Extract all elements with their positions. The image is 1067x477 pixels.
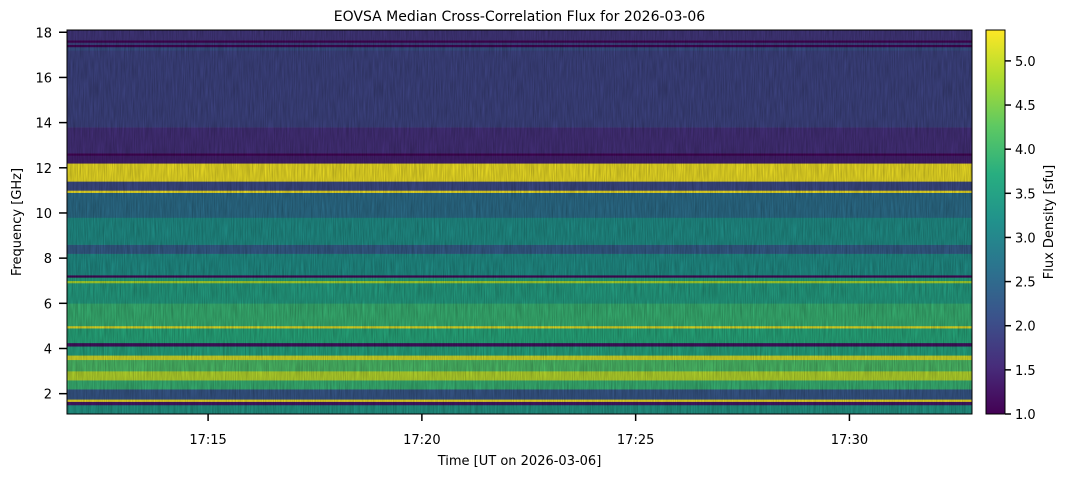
colorbar-tick-label: 3.0 xyxy=(1015,231,1036,246)
y-tick-label: 6 xyxy=(44,297,52,312)
y-tick-label: 18 xyxy=(35,26,52,41)
x-axis-label: Time [UT on 2026-03-06] xyxy=(437,454,602,469)
colorbar-tick-label: 2.0 xyxy=(1015,320,1036,335)
x-tick-label: 17:20 xyxy=(403,433,440,448)
x-tick-label: 17:30 xyxy=(831,433,868,448)
y-axis: 2 4 6 8 10 12 14 16 18 xyxy=(35,26,67,403)
plot-frame xyxy=(66,29,973,415)
colorbar-axis: 1.0 1.5 2.0 2.5 3.0 3.5 4.0 4.5 5.0 xyxy=(1005,55,1036,423)
colorbar-tick-label: 1.5 xyxy=(1015,364,1036,379)
y-tick-label: 8 xyxy=(44,252,52,267)
colorbar-label: Flux Density [sfu] xyxy=(1042,165,1057,279)
y-tick-label: 16 xyxy=(35,71,52,86)
x-tick-label: 17:25 xyxy=(617,433,654,448)
y-axis-label: Frequency [GHz] xyxy=(10,168,25,276)
chart-title: EOVSA Median Cross-Correlation Flux for … xyxy=(334,9,706,25)
colorbar-tick-label: 3.5 xyxy=(1015,187,1036,202)
plot-area xyxy=(67,30,972,414)
x-axis: 17:15 17:20 17:25 17:30 xyxy=(189,414,868,448)
colorbar-tick-label: 5.0 xyxy=(1015,55,1036,70)
colorbar-tick-label: 2.5 xyxy=(1015,276,1036,291)
y-tick-label: 12 xyxy=(35,162,52,177)
y-tick-label: 2 xyxy=(44,388,52,403)
spectrogram-texture xyxy=(67,30,972,414)
y-tick-label: 10 xyxy=(35,207,52,222)
colorbar-tick-label: 1.0 xyxy=(1015,408,1036,423)
colorbar xyxy=(985,29,1006,415)
colorbar-tick-label: 4.0 xyxy=(1015,143,1036,158)
y-tick-label: 4 xyxy=(44,342,52,357)
y-tick-label: 14 xyxy=(35,117,52,132)
x-tick-label: 17:15 xyxy=(189,433,226,448)
colorbar-tick-label: 4.5 xyxy=(1015,99,1036,114)
